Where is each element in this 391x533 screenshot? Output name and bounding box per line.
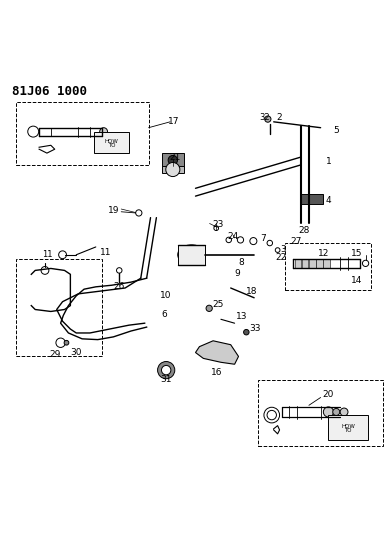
Bar (94, 132, 129, 153)
Text: 8: 8 (239, 258, 244, 267)
Text: 17: 17 (168, 117, 180, 126)
Text: 12: 12 (318, 249, 330, 258)
Text: TO: TO (108, 143, 115, 148)
Text: HOW: HOW (341, 424, 355, 429)
Text: 18: 18 (246, 287, 258, 296)
Bar (302, 259, 308, 268)
Text: 4: 4 (326, 196, 331, 205)
Bar (162, 153, 184, 167)
Circle shape (237, 237, 244, 243)
Text: 19: 19 (108, 206, 119, 215)
Text: 9: 9 (235, 269, 240, 278)
Text: 7: 7 (260, 234, 265, 243)
Circle shape (41, 266, 49, 274)
Circle shape (267, 240, 273, 246)
Text: 6: 6 (161, 310, 167, 319)
Text: 15: 15 (351, 249, 362, 258)
Text: 31: 31 (160, 375, 172, 384)
Text: 5: 5 (334, 126, 339, 135)
Text: 20: 20 (323, 390, 334, 399)
Text: 26: 26 (113, 281, 125, 290)
Bar (301, 194, 323, 204)
Circle shape (59, 251, 66, 259)
Bar (162, 166, 184, 173)
Circle shape (250, 238, 257, 245)
Text: 32: 32 (259, 112, 270, 122)
Text: 2: 2 (277, 112, 282, 122)
Circle shape (244, 329, 249, 335)
Text: 22: 22 (275, 253, 286, 262)
Text: 10: 10 (160, 290, 172, 300)
Ellipse shape (178, 245, 205, 264)
Text: 21: 21 (169, 154, 181, 163)
Text: 33: 33 (249, 324, 261, 333)
Bar (178, 245, 205, 264)
Circle shape (267, 410, 276, 420)
Bar (309, 259, 316, 268)
Bar (323, 259, 330, 268)
Circle shape (117, 268, 122, 273)
Polygon shape (196, 341, 239, 364)
Circle shape (214, 226, 219, 231)
Text: 23: 23 (212, 220, 224, 229)
Text: 28: 28 (298, 226, 310, 235)
Circle shape (323, 407, 334, 417)
Text: 3: 3 (281, 245, 286, 254)
Bar (295, 259, 301, 268)
Bar (16, 102, 149, 165)
Circle shape (168, 156, 178, 165)
Bar (316, 259, 323, 268)
Text: 27: 27 (290, 237, 302, 246)
Text: 29: 29 (49, 350, 61, 359)
Bar (16, 259, 102, 357)
Circle shape (158, 361, 175, 379)
Bar (258, 380, 383, 446)
Circle shape (264, 407, 280, 423)
Circle shape (362, 260, 369, 266)
Text: 81J06 1000: 81J06 1000 (12, 85, 87, 98)
Circle shape (340, 408, 348, 416)
Text: 11: 11 (100, 248, 111, 257)
Circle shape (28, 126, 39, 137)
Circle shape (56, 338, 65, 348)
Bar (285, 243, 371, 290)
Text: 1: 1 (326, 157, 331, 166)
Circle shape (161, 366, 171, 375)
Circle shape (206, 305, 212, 311)
Text: 25: 25 (212, 300, 224, 309)
Text: 24: 24 (228, 231, 239, 240)
Circle shape (275, 248, 280, 253)
Circle shape (265, 116, 271, 122)
Ellipse shape (100, 128, 108, 135)
Text: 16: 16 (211, 368, 223, 377)
Text: TO: TO (344, 428, 352, 433)
Circle shape (226, 237, 231, 243)
Circle shape (136, 210, 142, 216)
Bar (328, 415, 368, 440)
Circle shape (333, 408, 340, 415)
Text: HOW: HOW (104, 139, 118, 144)
Text: 11: 11 (42, 251, 52, 259)
Circle shape (64, 341, 69, 345)
Text: 14: 14 (351, 276, 362, 285)
Text: 30: 30 (70, 348, 82, 357)
Text: 13: 13 (235, 312, 247, 321)
Circle shape (166, 163, 180, 176)
